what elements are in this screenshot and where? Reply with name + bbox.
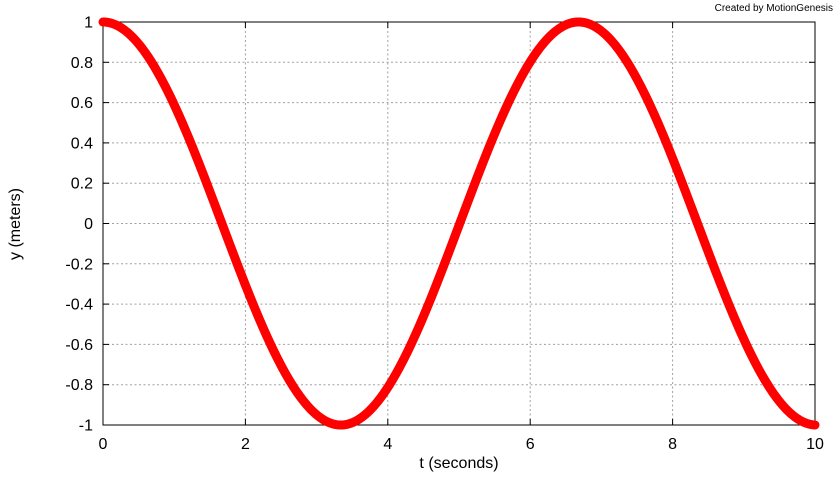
y-tick-label: -0.8 bbox=[65, 377, 93, 394]
x-axis-title: t (seconds) bbox=[419, 455, 499, 472]
x-tick-label: 8 bbox=[668, 436, 677, 453]
x-tick-label: 6 bbox=[526, 436, 535, 453]
y-axis-title: y (meters) bbox=[7, 188, 24, 260]
y-tick-label: -0.6 bbox=[65, 337, 93, 354]
x-tick-label: 10 bbox=[806, 436, 824, 453]
x-tick-label: 0 bbox=[99, 436, 108, 453]
y-tick-label: 0.8 bbox=[71, 55, 93, 72]
y-tick-label: 0.4 bbox=[71, 135, 93, 152]
y-tick-label: 0.2 bbox=[71, 176, 93, 193]
x-tick-label: 4 bbox=[383, 436, 392, 453]
x-tick-label: 2 bbox=[241, 436, 250, 453]
y-tick-label: 0.6 bbox=[71, 95, 93, 112]
plot-frame bbox=[102, 21, 816, 426]
y-tick-label: -1 bbox=[79, 418, 93, 435]
y-tick-label: -0.2 bbox=[65, 256, 93, 273]
y-tick-label: -0.4 bbox=[65, 297, 93, 314]
y-tick-label: 0 bbox=[84, 216, 93, 233]
y-tick-label: 1 bbox=[84, 15, 93, 32]
data-series-curve bbox=[98, 17, 820, 430]
watermark-text: Created by MotionGenesis bbox=[714, 3, 833, 14]
